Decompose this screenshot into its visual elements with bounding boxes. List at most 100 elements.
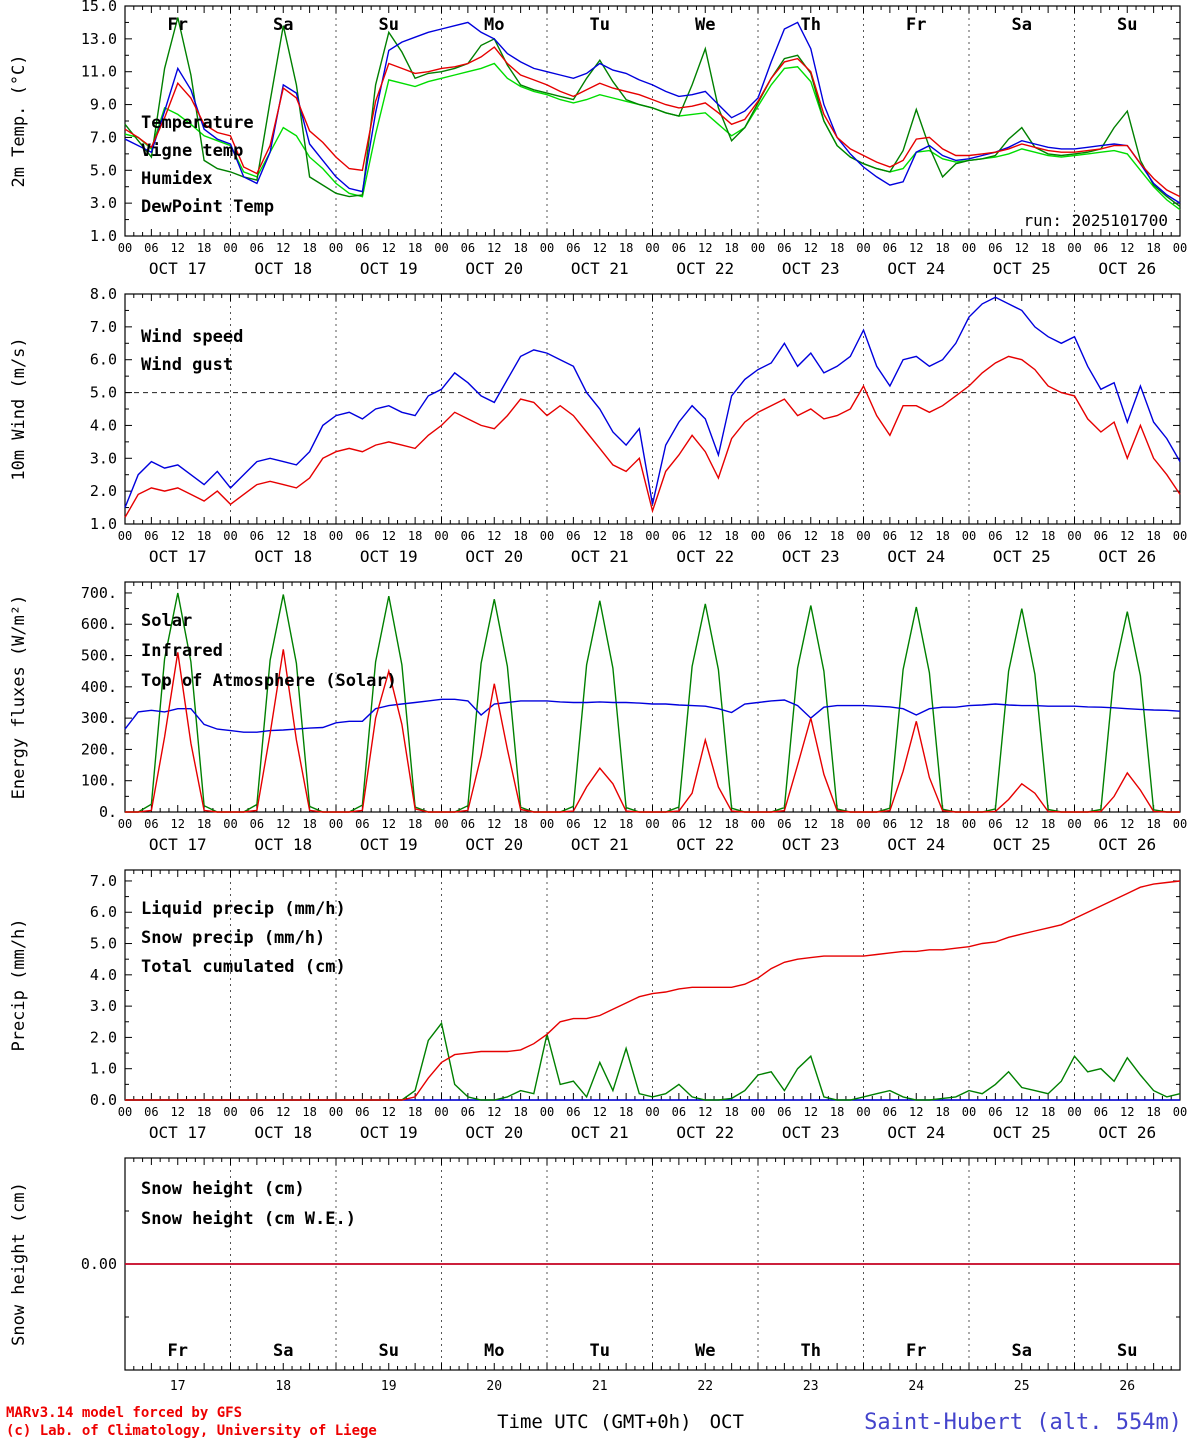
hour-tick-label: 00 xyxy=(962,817,976,831)
date-label: OCT 19 xyxy=(360,259,418,278)
hour-tick-label: 00 xyxy=(540,529,554,543)
date-label: OCT 18 xyxy=(254,547,312,566)
date-label: OCT 22 xyxy=(676,259,734,278)
hour-tick-label: 12 xyxy=(382,1105,396,1119)
hour-tick-label: 06 xyxy=(461,1105,475,1119)
series-lines xyxy=(124,17,1181,211)
date-label: OCT 18 xyxy=(254,259,312,278)
hour-tick-label: 12 xyxy=(487,1105,501,1119)
hour-tick-label: 00 xyxy=(223,241,237,255)
hour-tick-label: 18 xyxy=(408,529,422,543)
date-label: OCT 26 xyxy=(1098,259,1156,278)
date-label: OCT 25 xyxy=(993,1123,1051,1142)
hour-tick-label: 06 xyxy=(1094,241,1108,255)
panel-snow-height: 0.00 Snow height (cm) Snow height (cm W.E.… xyxy=(0,1152,1194,1404)
hour-tick-label: 06 xyxy=(883,241,897,255)
hour-tick-label: 00 xyxy=(962,529,976,543)
plot-border xyxy=(124,5,1181,237)
hour-tick-label: 18 xyxy=(302,241,316,255)
y-tick-label: 6.0 xyxy=(90,351,117,369)
y-tick-label: 600. xyxy=(81,615,117,633)
date-label: OCT 24 xyxy=(887,835,945,854)
y-ticks: 700. 600. 500. 400. 300. 200. 100. 0. xyxy=(81,584,1180,821)
hour-tick-label: 18 xyxy=(830,817,844,831)
panel-energy-chart: 700. 600. 500. 400. 300. 200. 100. 0. Solar Infra… xyxy=(9,581,1187,854)
hour-tick-label: 18 xyxy=(513,241,527,255)
hour-tick-label: 06 xyxy=(250,817,264,831)
date-label: OCT 25 xyxy=(993,547,1051,566)
hour-tick-label: 18 xyxy=(197,1105,211,1119)
legend-energy-1: Infrared xyxy=(141,641,223,661)
hour-tick-label: 18 xyxy=(830,529,844,543)
hour-tick-label: 18 xyxy=(935,1105,949,1119)
hour-tick-label: 06 xyxy=(144,817,158,831)
series-infrared xyxy=(124,698,1181,733)
y-tick-label: 700. xyxy=(81,584,117,602)
hour-tick-label: 00 xyxy=(329,1105,343,1119)
panel-precipitation: 7.0 6.0 5.0 4.0 3.0 2.0 1.0 0.0 Liquid precip (m… xyxy=(0,864,1194,1152)
hour-tick-label: 18 xyxy=(197,241,211,255)
hour-tick-label: 06 xyxy=(461,241,475,255)
legend-precip-1: Snow precip (mm/h) xyxy=(141,928,325,948)
hour-tick-label: 18 xyxy=(302,817,316,831)
hour-tick-label: 12 xyxy=(804,241,818,255)
hour-tick-label: 12 xyxy=(593,241,607,255)
panel-temperature: 15.0 13.0 11.0 9.0 7.0 5.0 3.0 1.0 Temperature Vi… xyxy=(0,0,1194,288)
date-label: OCT 25 xyxy=(993,835,1051,854)
hour-tick-label: 12 xyxy=(487,817,501,831)
hour-tick-label: 06 xyxy=(883,1105,897,1119)
day-number-label: 19 xyxy=(381,1379,397,1394)
y-tick-label: 13.0 xyxy=(81,30,117,48)
hour-tick-label: 00 xyxy=(751,529,765,543)
hour-tick-label: 00 xyxy=(645,1105,659,1119)
date-label: OCT 21 xyxy=(571,547,629,566)
x-ticks xyxy=(124,1158,1181,1370)
hour-tick-label: 06 xyxy=(988,817,1002,831)
y-tick-label: 6.0 xyxy=(90,903,117,921)
hour-tick-label: 12 xyxy=(171,529,185,543)
date-label: OCT 17 xyxy=(149,1123,207,1142)
hour-tick-label: 12 xyxy=(382,817,396,831)
hour-tick-label: 06 xyxy=(672,1105,686,1119)
y-tick-label: 3.0 xyxy=(90,194,117,212)
hour-tick-label: 06 xyxy=(250,529,264,543)
weekday-label: Sa xyxy=(273,15,293,35)
day-gridlines xyxy=(230,294,1075,524)
hour-tick-label: 18 xyxy=(513,1105,527,1119)
hour-tick-label: 00 xyxy=(856,1105,870,1119)
hour-tick-label: 06 xyxy=(777,1105,791,1119)
date-label: OCT 17 xyxy=(149,547,207,566)
hour-tick-label: 00 xyxy=(118,529,132,543)
hour-tick-label: 06 xyxy=(672,817,686,831)
date-label: OCT 23 xyxy=(782,1123,840,1142)
date-label: OCT 22 xyxy=(676,835,734,854)
date-label: OCT 22 xyxy=(676,547,734,566)
y-axis-title: 10m Wind (m/s) xyxy=(9,337,29,480)
series-solar xyxy=(125,649,1180,813)
date-label: OCT 21 xyxy=(571,835,629,854)
hour-tick-label: 12 xyxy=(909,241,923,255)
hour-tick-label: 00 xyxy=(329,529,343,543)
weekday-label: Fr xyxy=(168,15,188,35)
hour-tick-label: 12 xyxy=(804,529,818,543)
hour-tick-label: 18 xyxy=(408,817,422,831)
y-tick-label: 400. xyxy=(81,678,117,696)
hour-tick-label: 06 xyxy=(355,241,369,255)
hour-tick-label: 06 xyxy=(672,241,686,255)
legend-wind-1: Wind gust xyxy=(141,355,233,375)
hour-tick-label: 00 xyxy=(540,1105,554,1119)
y-tick-label: 1.0 xyxy=(90,515,117,533)
hour-tick-label: 12 xyxy=(909,1105,923,1119)
y-ticks: 7.0 6.0 5.0 4.0 3.0 2.0 1.0 0.0 xyxy=(90,872,1180,1109)
panel-precip-chart: 7.0 6.0 5.0 4.0 3.0 2.0 1.0 0.0 Liquid precip (m… xyxy=(9,869,1187,1142)
run-label: run: 2025101700 xyxy=(1024,211,1169,230)
y-tick-label: 7.0 xyxy=(90,128,117,146)
series-total-cumulated-cm- xyxy=(125,880,1181,1101)
hour-tick-label: 12 xyxy=(593,1105,607,1119)
panel-snow-chart: 0.00 Snow height (cm) Snow height (cm W.E.… xyxy=(9,1157,1181,1394)
panel-wind: 8.0 7.0 6.0 5.0 4.0 3.0 2.0 1.0 Wind speed Wind g… xyxy=(0,288,1194,576)
date-label: OCT 19 xyxy=(360,1123,418,1142)
hour-tick-label: 12 xyxy=(698,1105,712,1119)
weekday-label: Fr xyxy=(906,1341,926,1361)
hour-tick-label: 18 xyxy=(1041,529,1055,543)
